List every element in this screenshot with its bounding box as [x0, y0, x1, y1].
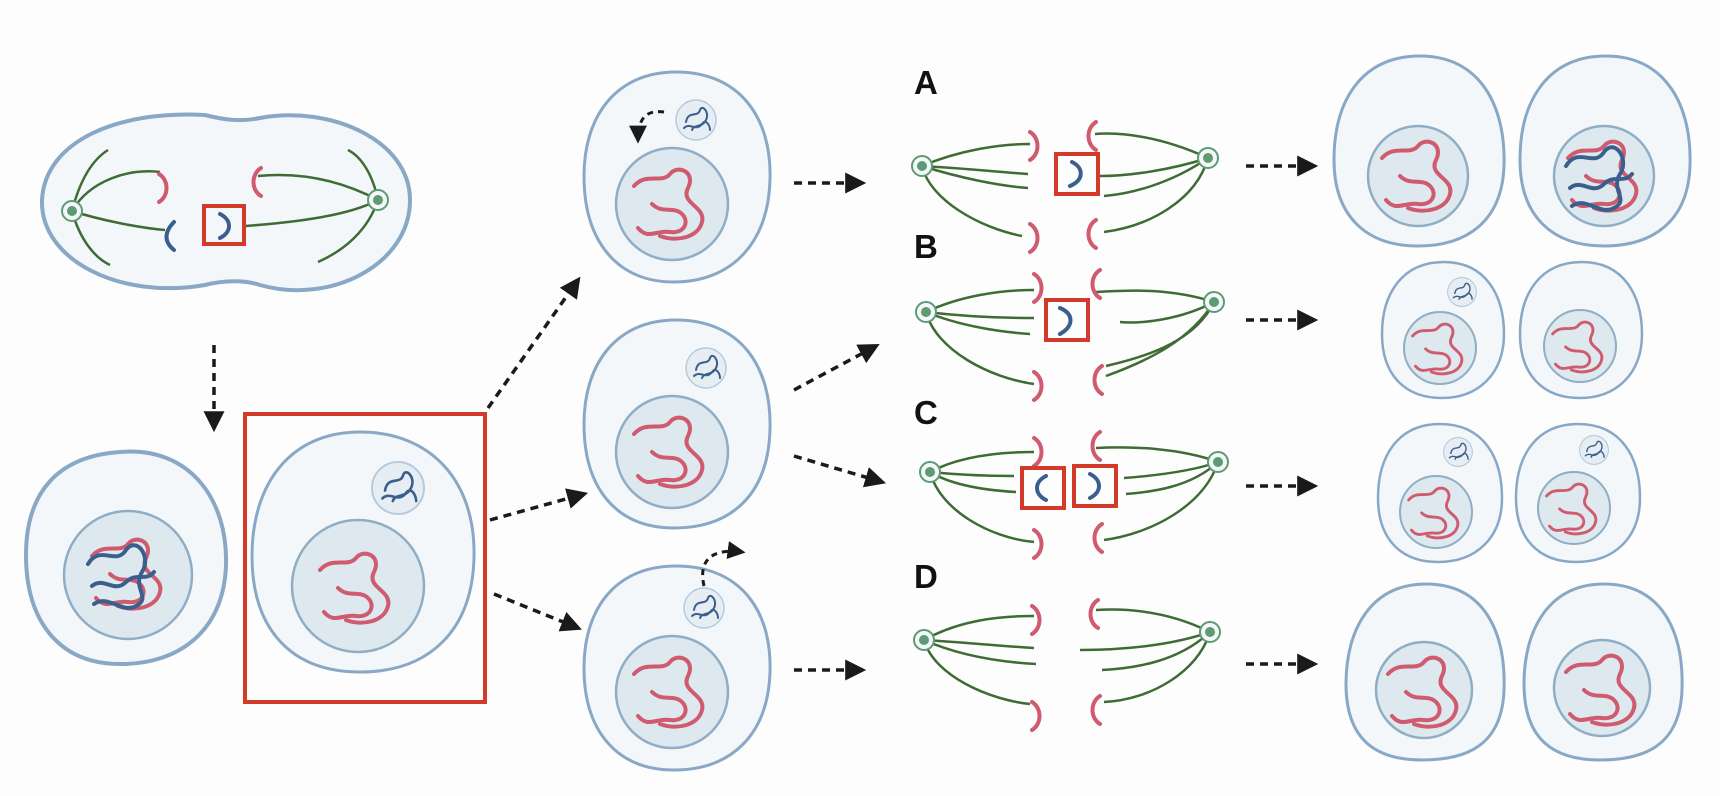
outcome-a-cell-2: [1518, 54, 1692, 248]
daughter-cell-normal: [23, 449, 229, 667]
centrosome: [1199, 621, 1221, 643]
micronuclear-chromosome: [1058, 306, 1073, 336]
centrosome: [1203, 291, 1225, 313]
chromatid: [1028, 222, 1040, 254]
micronucleus: [683, 587, 725, 629]
nucleus: [62, 509, 194, 641]
lagging-chromosome: [164, 220, 176, 252]
chromatid: [1030, 700, 1042, 732]
micronuclear-chromatid: [1035, 474, 1048, 502]
panel-label-a: A: [914, 64, 938, 101]
chromatid: [1032, 528, 1044, 560]
micronuclear-chromosome-highlight: [1054, 152, 1100, 196]
chromatid: [1032, 370, 1044, 402]
centrosome: [911, 155, 933, 177]
panel-label-d: D: [914, 558, 938, 595]
chromatid: [1088, 598, 1100, 630]
centrosome-left: [61, 200, 83, 222]
lagging-chromosome-highlight: [202, 204, 246, 246]
outcome-d-cell-1: [1344, 582, 1506, 762]
chromatid: [1092, 364, 1104, 396]
centrosome: [919, 461, 941, 483]
panel-b: B: [914, 228, 1225, 402]
outcome-a-cell-1: [1332, 54, 1506, 248]
panel-c: C: [914, 394, 1229, 560]
micronuclear-chromatid-highlight-left: [1020, 466, 1066, 510]
panel-d: D: [913, 558, 1221, 732]
centrosome: [913, 629, 935, 651]
spindle: [922, 608, 1212, 706]
micronucleated-cell-highlight: [243, 412, 487, 704]
centrosome: [1197, 147, 1219, 169]
micronucleus: [675, 99, 717, 141]
daughter-cell-with-micronucleus: [243, 412, 487, 704]
outcome-c-cell-1: [1376, 422, 1504, 564]
micronucleus: [370, 460, 426, 516]
outcome-b-cell-1: [1380, 260, 1506, 400]
nucleus: [1374, 640, 1474, 740]
extrusion-arrow: [701, 541, 746, 587]
chromatid: [1028, 130, 1040, 162]
centrosome: [915, 301, 937, 323]
nucleus: [1552, 638, 1652, 738]
nucleus: [614, 634, 730, 750]
micronuclear-chromatid: [1088, 472, 1101, 500]
branch-arrows: [486, 276, 589, 632]
micronucleus: [685, 347, 727, 389]
chromatid: [1086, 120, 1098, 152]
panel-label-c: C: [914, 394, 938, 431]
cell-reincorporation: [582, 70, 772, 284]
panel-a: A: [911, 64, 1219, 254]
nucleus: [614, 394, 730, 510]
lagging-chromosome: [218, 212, 231, 240]
micronucleus: [1578, 434, 1610, 466]
micronucleus: [1446, 276, 1478, 308]
reincorporation-arrow: [629, 110, 665, 144]
spindle: [920, 132, 1210, 238]
micronuclear-chromatid-highlight-right: [1072, 464, 1118, 508]
micronuclear-chromosome-highlight: [1044, 298, 1090, 342]
centrosome-right: [367, 189, 389, 211]
cell-extrusion: [582, 541, 772, 772]
outcome-c-cell-2: [1514, 422, 1642, 564]
panel-label-b: B: [914, 228, 938, 265]
nucleus: [614, 146, 730, 262]
nucleus: [290, 518, 426, 654]
micronucleus: [1442, 436, 1474, 468]
arrows-to-outcomes: [1246, 155, 1319, 675]
chromatid: [1090, 430, 1102, 462]
spindle: [924, 288, 1216, 386]
chromatid: [1092, 522, 1104, 554]
chromatid: [1032, 436, 1044, 468]
dividing-cell: [39, 112, 413, 293]
outcome-d-cell-2: [1522, 582, 1684, 762]
chromatid: [1086, 218, 1098, 250]
chromatid: [1090, 694, 1102, 726]
chromatid: [1030, 604, 1042, 636]
cell-persistence: [582, 318, 772, 530]
chromatid: [1032, 272, 1044, 304]
centrosome: [1207, 451, 1229, 473]
outcome-b-cell-2: [1518, 260, 1644, 400]
arrows-to-mitosis: [793, 172, 887, 681]
chromatid: [1090, 268, 1102, 300]
micronuclear-chromosome: [1068, 160, 1083, 188]
